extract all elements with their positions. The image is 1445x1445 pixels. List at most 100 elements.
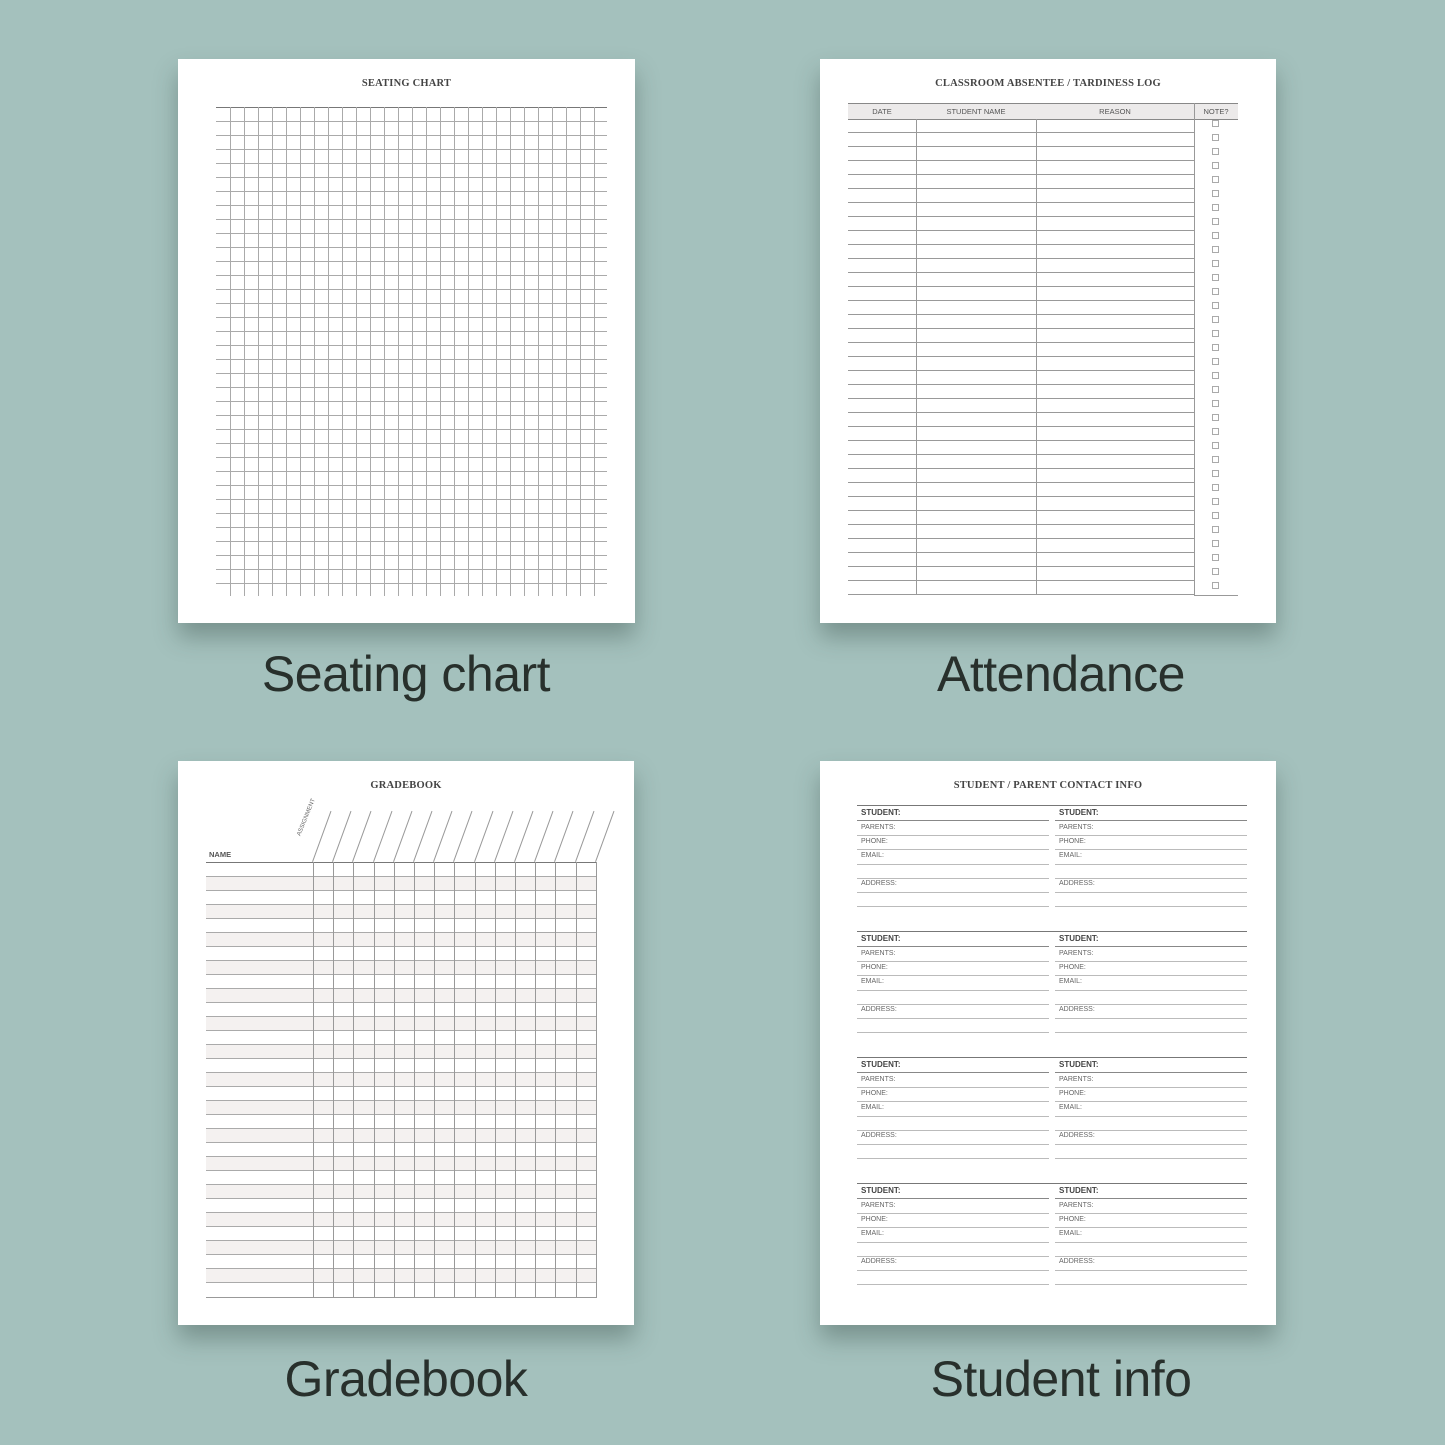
note-checkbox[interactable] [1212, 400, 1219, 407]
slanted-header-line [352, 810, 372, 862]
slanted-header-line [514, 810, 534, 862]
slanted-header-line [473, 810, 494, 862]
rule-line [535, 862, 537, 1298]
note-checkbox[interactable] [1212, 288, 1219, 295]
note-checkbox[interactable] [1212, 176, 1219, 183]
rule-line [216, 191, 607, 192]
note-checkbox[interactable] [1212, 204, 1219, 211]
note-checkbox[interactable] [1212, 134, 1219, 141]
rule-line [848, 468, 1194, 469]
rule-line [1055, 1101, 1247, 1102]
note-checkbox[interactable] [1212, 246, 1219, 253]
note-checkbox[interactable] [1212, 568, 1219, 575]
rule-line [848, 412, 1194, 413]
rule-line [848, 594, 1194, 595]
note-checkbox[interactable] [1212, 274, 1219, 281]
label-parents: PARENTS: [1059, 1076, 1094, 1083]
note-checkbox[interactable] [1212, 484, 1219, 491]
note-checkbox[interactable] [1212, 582, 1219, 589]
slanted-header-line [433, 810, 453, 862]
label-address: ADDRESS: [1059, 880, 1095, 887]
rule-line [848, 482, 1194, 483]
rule-line [206, 1170, 596, 1171]
column-header-reason: REASON [1099, 107, 1131, 116]
rule-line [384, 107, 385, 596]
slanted-header-line [594, 810, 615, 862]
assignment-header: ASSIGNMENT [296, 797, 317, 837]
note-checkbox[interactable] [1212, 414, 1219, 421]
slanted-header-line [312, 810, 332, 862]
rule-line [1055, 1242, 1247, 1243]
note-checkbox[interactable] [1212, 540, 1219, 547]
rule-line [848, 342, 1194, 343]
note-checkbox[interactable] [1212, 386, 1219, 393]
note-checkbox[interactable] [1212, 554, 1219, 561]
note-checkbox[interactable] [1212, 260, 1219, 267]
rule-line [848, 202, 1194, 203]
rule-line [857, 906, 1049, 907]
row-band [206, 1044, 596, 1058]
page-title: SEATING CHART [361, 78, 452, 89]
rule-line [1055, 906, 1247, 907]
note-checkbox[interactable] [1212, 456, 1219, 463]
slanted-header-line [453, 810, 473, 862]
label-student: STUDENT: [861, 808, 901, 817]
label-email: EMAIL: [1059, 978, 1082, 985]
note-checkbox[interactable] [1212, 148, 1219, 155]
label-parents: PARENTS: [1059, 950, 1094, 957]
rule-line [857, 961, 1049, 962]
column-header-date: DATE [872, 107, 892, 116]
note-checkbox[interactable] [1212, 162, 1219, 169]
note-checkbox[interactable] [1212, 372, 1219, 379]
rule-line [230, 107, 231, 596]
note-checkbox[interactable] [1212, 218, 1219, 225]
rule-line [206, 862, 596, 863]
row-band [206, 1100, 596, 1114]
note-checkbox[interactable] [1212, 526, 1219, 533]
rule-line [857, 1087, 1049, 1088]
rule-line [216, 205, 607, 206]
slanted-header-line [413, 810, 433, 862]
rule-line [1055, 820, 1247, 821]
rule-line [1055, 1130, 1247, 1131]
label-email: EMAIL: [861, 1104, 884, 1111]
rule-line [848, 188, 1194, 189]
rule-line [206, 1114, 596, 1115]
rule-line [1055, 1087, 1247, 1088]
note-checkbox[interactable] [1212, 498, 1219, 505]
note-checkbox[interactable] [1212, 512, 1219, 519]
note-checkbox[interactable] [1212, 316, 1219, 323]
rule-line [848, 440, 1194, 441]
rule-line [1055, 946, 1247, 947]
rule-line [206, 1240, 596, 1241]
note-checkbox[interactable] [1212, 344, 1219, 351]
note-checkbox[interactable] [1212, 232, 1219, 239]
caption-gradebook: Gradebook [284, 1351, 528, 1407]
slanted-header-line [554, 810, 574, 862]
rule-line [342, 107, 343, 596]
rule-line [216, 107, 607, 108]
note-checkbox[interactable] [1212, 120, 1219, 127]
rule-line [393, 862, 395, 1298]
rule-line [216, 233, 607, 234]
note-checkbox[interactable] [1212, 428, 1219, 435]
note-checkbox[interactable] [1212, 442, 1219, 449]
label-phone: PHONE: [861, 1090, 888, 1097]
rule-line [206, 1030, 596, 1031]
note-checkbox[interactable] [1212, 330, 1219, 337]
rule-line [1055, 849, 1247, 850]
note-checkbox[interactable] [1212, 358, 1219, 365]
rule-line [552, 107, 553, 596]
rule-line [595, 862, 597, 1298]
note-checkbox[interactable] [1212, 470, 1219, 477]
rule-line [216, 247, 607, 248]
label-parents: PARENTS: [1059, 824, 1094, 831]
rule-line [216, 219, 607, 220]
rule-line [857, 1213, 1049, 1214]
label-parents: PARENTS: [861, 824, 896, 831]
note-checkbox[interactable] [1212, 190, 1219, 197]
note-checkbox[interactable] [1212, 302, 1219, 309]
rule-line [857, 864, 1049, 865]
rule-line [206, 1128, 596, 1129]
rule-line [216, 401, 607, 402]
